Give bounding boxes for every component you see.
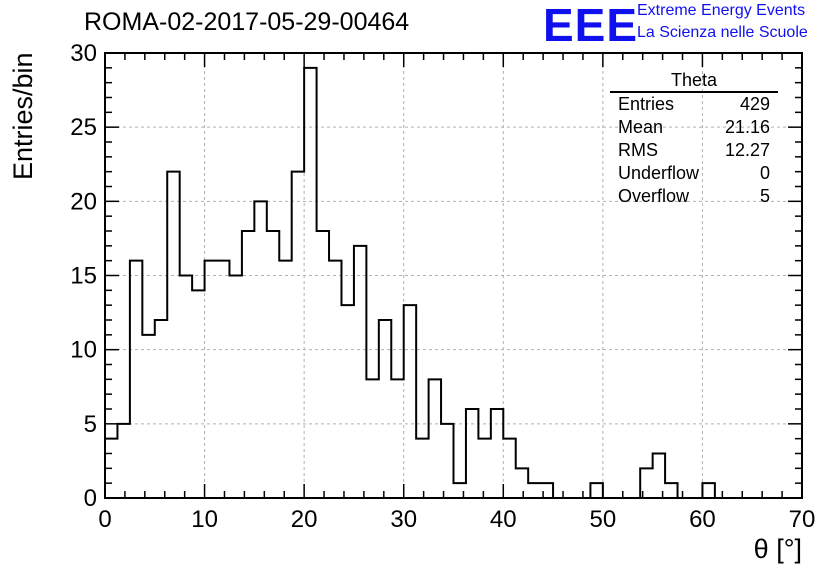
plot-frame [104, 52, 803, 499]
stats-label: Overflow [618, 186, 690, 206]
histogram-bin [491, 409, 503, 498]
histogram-bin [155, 320, 167, 498]
stats-value: 0 [759, 163, 770, 183]
stats-value: 12.27 [724, 140, 770, 160]
histogram-bin [503, 439, 515, 498]
histogram-bin [242, 231, 254, 498]
histogram-bin [180, 276, 192, 499]
histogram-bin [130, 261, 142, 498]
histogram-bin [217, 261, 229, 498]
histogram-bin [192, 290, 204, 498]
histogram-series-line [105, 66, 802, 499]
histogram-bin [541, 483, 553, 498]
histogram-bin [590, 483, 602, 498]
histogram-bin [528, 483, 540, 498]
x-tick-label: 70 [789, 506, 816, 533]
histogram-bin [653, 454, 665, 499]
histogram-bin [254, 201, 266, 498]
stats-label: Entries [618, 94, 675, 114]
histogram-bin [478, 439, 490, 498]
histogram-bin [404, 305, 416, 498]
stats-value: 5 [759, 186, 770, 206]
histogram-bin [702, 483, 714, 498]
histogram-bin [167, 172, 179, 498]
x-tick-label: 10 [191, 506, 218, 533]
stats-row-entries: Entries 429 [610, 93, 778, 116]
histogram-bin [142, 335, 154, 498]
histogram-bin [317, 231, 329, 498]
y-tick-label: 25 [70, 114, 97, 141]
histogram-bin [304, 68, 316, 498]
histogram-bin [516, 468, 528, 498]
stats-value: 429 [739, 94, 770, 114]
x-tick-label: 30 [390, 506, 417, 533]
histogram-bin [279, 261, 291, 498]
stats-label: RMS [618, 140, 658, 160]
stats-title: Theta [610, 70, 778, 93]
stats-row-overflow: Overflow 5 [610, 185, 778, 208]
histogram-bin [441, 424, 453, 498]
x-tick-label: 60 [689, 506, 716, 533]
histogram-bin [366, 379, 378, 498]
y-tick-label: 0 [84, 485, 97, 512]
x-tick-label: 40 [490, 506, 517, 533]
histogram-bin [640, 468, 652, 498]
histogram-bin [454, 483, 466, 498]
histogram-bin [341, 305, 353, 498]
stats-value: 21.16 [724, 117, 770, 137]
histogram-bin [267, 231, 279, 498]
histogram-bin [329, 261, 341, 498]
stats-row-rms: RMS 12.27 [610, 139, 778, 162]
histogram-bin [466, 409, 478, 498]
stats-label: Underflow [618, 163, 700, 183]
histogram-bin [354, 246, 366, 498]
histogram-bin [429, 379, 441, 498]
x-tick-label: 0 [98, 506, 111, 533]
histogram-bin [117, 424, 129, 498]
histogram-bin [391, 379, 403, 498]
chart-title: ROMA-02-2017-05-29-00464 [84, 8, 410, 36]
histogram-bin [416, 439, 428, 498]
x-tick-label: 20 [291, 506, 318, 533]
y-tick-label: 5 [84, 411, 97, 438]
histogram-bin [379, 320, 391, 498]
y-tick-label: 15 [70, 263, 97, 290]
stats-row-underflow: Underflow 0 [610, 162, 778, 185]
stats-box: Theta Entries 429 Mean 21.16 RMS 12.27 U… [610, 70, 778, 208]
histogram-bin [292, 172, 304, 498]
histogram-bin [229, 276, 241, 499]
histogram-bin [205, 261, 217, 498]
histogram-bin [665, 483, 677, 498]
histogram-bin [105, 439, 117, 498]
tagline-primary: Extreme Energy Events [637, 2, 806, 19]
tagline-secondary: La Scienza nelle Scuole [637, 24, 808, 41]
eee-logo: EEE [543, 0, 639, 51]
y-tick-label: 30 [70, 40, 97, 67]
stats-row-mean: Mean 21.16 [610, 116, 778, 139]
y-tick-label: 20 [70, 188, 97, 215]
x-axis-label: θ [°] [753, 534, 802, 564]
x-tick-label: 50 [590, 506, 617, 533]
y-tick-label: 10 [70, 337, 97, 364]
stats-label: Mean [618, 117, 664, 137]
